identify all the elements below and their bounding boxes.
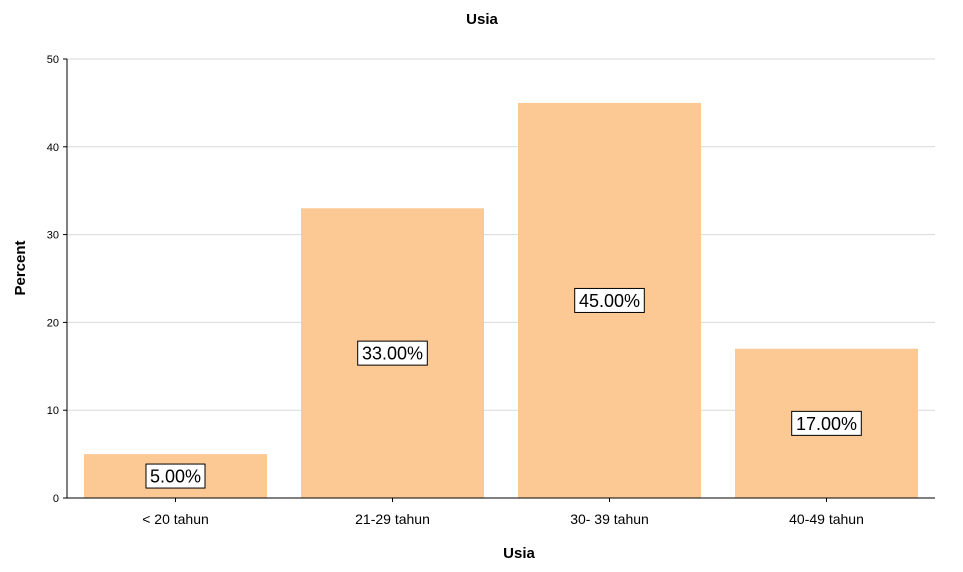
y-axis-title: Percent (12, 240, 29, 295)
bar-series (84, 102, 918, 499)
chart-title: Usia (466, 11, 498, 28)
y-tick-label: 50 (47, 54, 59, 66)
y-tick-label: 40 (47, 142, 59, 154)
axes: 0 10 20 30 40 50 < 20 tahun 21-29 tahun 30- 39 t… (47, 54, 935, 527)
data-labels: 5.00% 33.00% 45.00% 17.00% (145, 287, 862, 489)
data-label: 5.00% (150, 467, 201, 487)
x-tick-label: 21-29 tahun (355, 511, 430, 527)
y-tick-label: 20 (47, 317, 59, 329)
y-tick-label: 0 (53, 493, 59, 505)
x-tick-label: 40-49 tahun (789, 511, 864, 527)
x-tick-label: < 20 tahun (142, 511, 209, 527)
y-tick-label: 30 (47, 230, 59, 242)
data-label: 45.00% (579, 291, 640, 311)
data-label: 17.00% (796, 414, 857, 434)
data-label-box (574, 287, 645, 313)
data-label-box (357, 340, 428, 366)
y-tick-label: 10 (47, 405, 59, 417)
data-label-box (791, 410, 862, 436)
x-tick-label: 30- 39 tahun (570, 511, 649, 527)
data-label-box (145, 463, 206, 489)
data-label: 33.00% (362, 344, 423, 364)
x-axis-title: Usia (503, 545, 535, 562)
